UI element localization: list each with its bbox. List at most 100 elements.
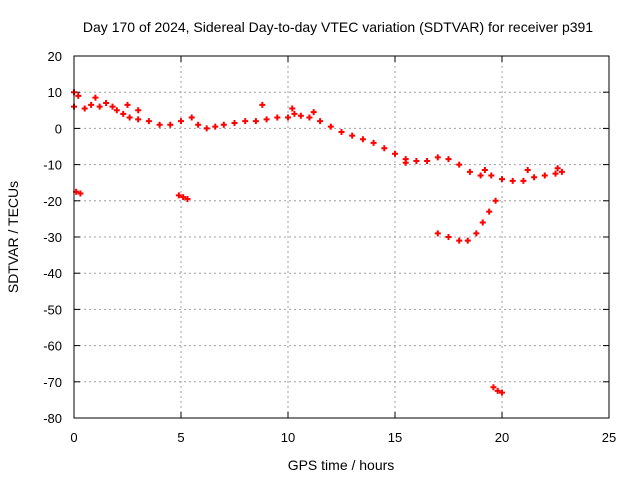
data-point (124, 101, 131, 108)
data-point (310, 109, 317, 116)
x-tick-label: 0 (70, 430, 77, 445)
data-point (92, 94, 99, 101)
data-point (558, 168, 565, 175)
data-point (167, 121, 174, 128)
data-points (71, 89, 565, 396)
data-point (381, 145, 388, 152)
series-0 (71, 89, 565, 184)
data-point (135, 107, 142, 114)
x-tick-label: 25 (602, 430, 616, 445)
axis-ticks: 0 5 10 15 20 25 20 10 0 -10 -20 -30 -40 -50 -60 -70 -80 (43, 49, 616, 445)
data-point (297, 112, 304, 119)
data-point (88, 101, 95, 108)
data-point (252, 118, 259, 125)
data-point (231, 119, 238, 126)
data-point (531, 174, 538, 181)
data-point (424, 157, 431, 164)
chart-title: Day 170 of 2024, Sidereal Day-to-day VTE… (83, 19, 593, 35)
data-point (524, 167, 531, 174)
series-3 (175, 192, 191, 202)
data-point (175, 192, 182, 199)
data-point (488, 172, 495, 179)
data-point (120, 110, 127, 117)
series-4 (490, 384, 505, 396)
data-point (242, 118, 249, 125)
y-axis-label: SDTVAR / TECUs (5, 181, 21, 293)
data-point (291, 110, 298, 117)
data-point (434, 230, 441, 237)
x-tick-label: 15 (388, 430, 402, 445)
data-point (402, 159, 409, 166)
data-point (180, 194, 187, 201)
data-point (285, 114, 291, 121)
data-point (135, 116, 142, 123)
data-point (445, 234, 452, 240)
data-point (490, 384, 497, 391)
y-tick-label: -10 (43, 158, 62, 173)
data-point (263, 116, 270, 123)
data-point (349, 132, 356, 139)
plot-frame (73, 55, 610, 419)
data-point (492, 197, 499, 204)
data-point (520, 177, 527, 184)
data-point (75, 92, 82, 99)
data-point (259, 101, 266, 108)
series-1 (434, 197, 499, 244)
data-point (359, 136, 366, 143)
data-point (370, 139, 377, 146)
data-point (552, 170, 559, 177)
data-point (317, 118, 324, 125)
data-point (477, 172, 484, 179)
data-point (445, 156, 452, 163)
data-point (77, 190, 84, 197)
data-point (126, 114, 133, 121)
data-point (289, 105, 296, 112)
data-point (156, 121, 163, 128)
data-point (434, 154, 441, 161)
x-tick-label: 20 (495, 430, 509, 445)
y-tick-label: -40 (43, 266, 62, 281)
data-point (466, 168, 473, 175)
y-tick-label: -50 (43, 302, 62, 317)
data-point (274, 114, 281, 121)
x-tick-label: 5 (177, 430, 184, 445)
y-tick-label: -70 (43, 375, 62, 390)
data-point (145, 118, 152, 125)
data-point (541, 172, 548, 179)
y-tick-label: 20 (48, 49, 62, 64)
y-tick-label: -60 (43, 339, 62, 354)
series-2 (73, 188, 84, 197)
data-point (109, 103, 116, 110)
x-axis-label: GPS time / hours (288, 457, 395, 473)
data-point (413, 157, 420, 164)
x-tick-label: 10 (281, 430, 295, 445)
data-point (481, 167, 488, 174)
data-point (499, 176, 505, 183)
data-point (456, 237, 463, 244)
data-point (203, 125, 210, 132)
data-point (96, 103, 103, 110)
data-point (338, 129, 345, 136)
data-point (554, 165, 561, 172)
data-point (113, 107, 120, 114)
data-point (81, 105, 88, 112)
data-point (184, 195, 191, 202)
y-tick-label: -30 (43, 230, 62, 245)
data-point (195, 121, 202, 128)
data-point (456, 161, 463, 168)
data-point (494, 387, 501, 394)
data-point (212, 123, 219, 130)
data-point (103, 100, 110, 107)
data-point (499, 389, 505, 396)
y-tick-label: 10 (48, 85, 62, 100)
data-point (327, 123, 334, 130)
data-point (464, 237, 471, 244)
data-point (306, 114, 313, 121)
y-tick-label: -20 (43, 194, 62, 209)
data-point (473, 230, 480, 237)
data-point (220, 121, 227, 128)
data-point (188, 114, 195, 121)
data-point (486, 208, 493, 215)
y-tick-label: 0 (55, 121, 62, 136)
